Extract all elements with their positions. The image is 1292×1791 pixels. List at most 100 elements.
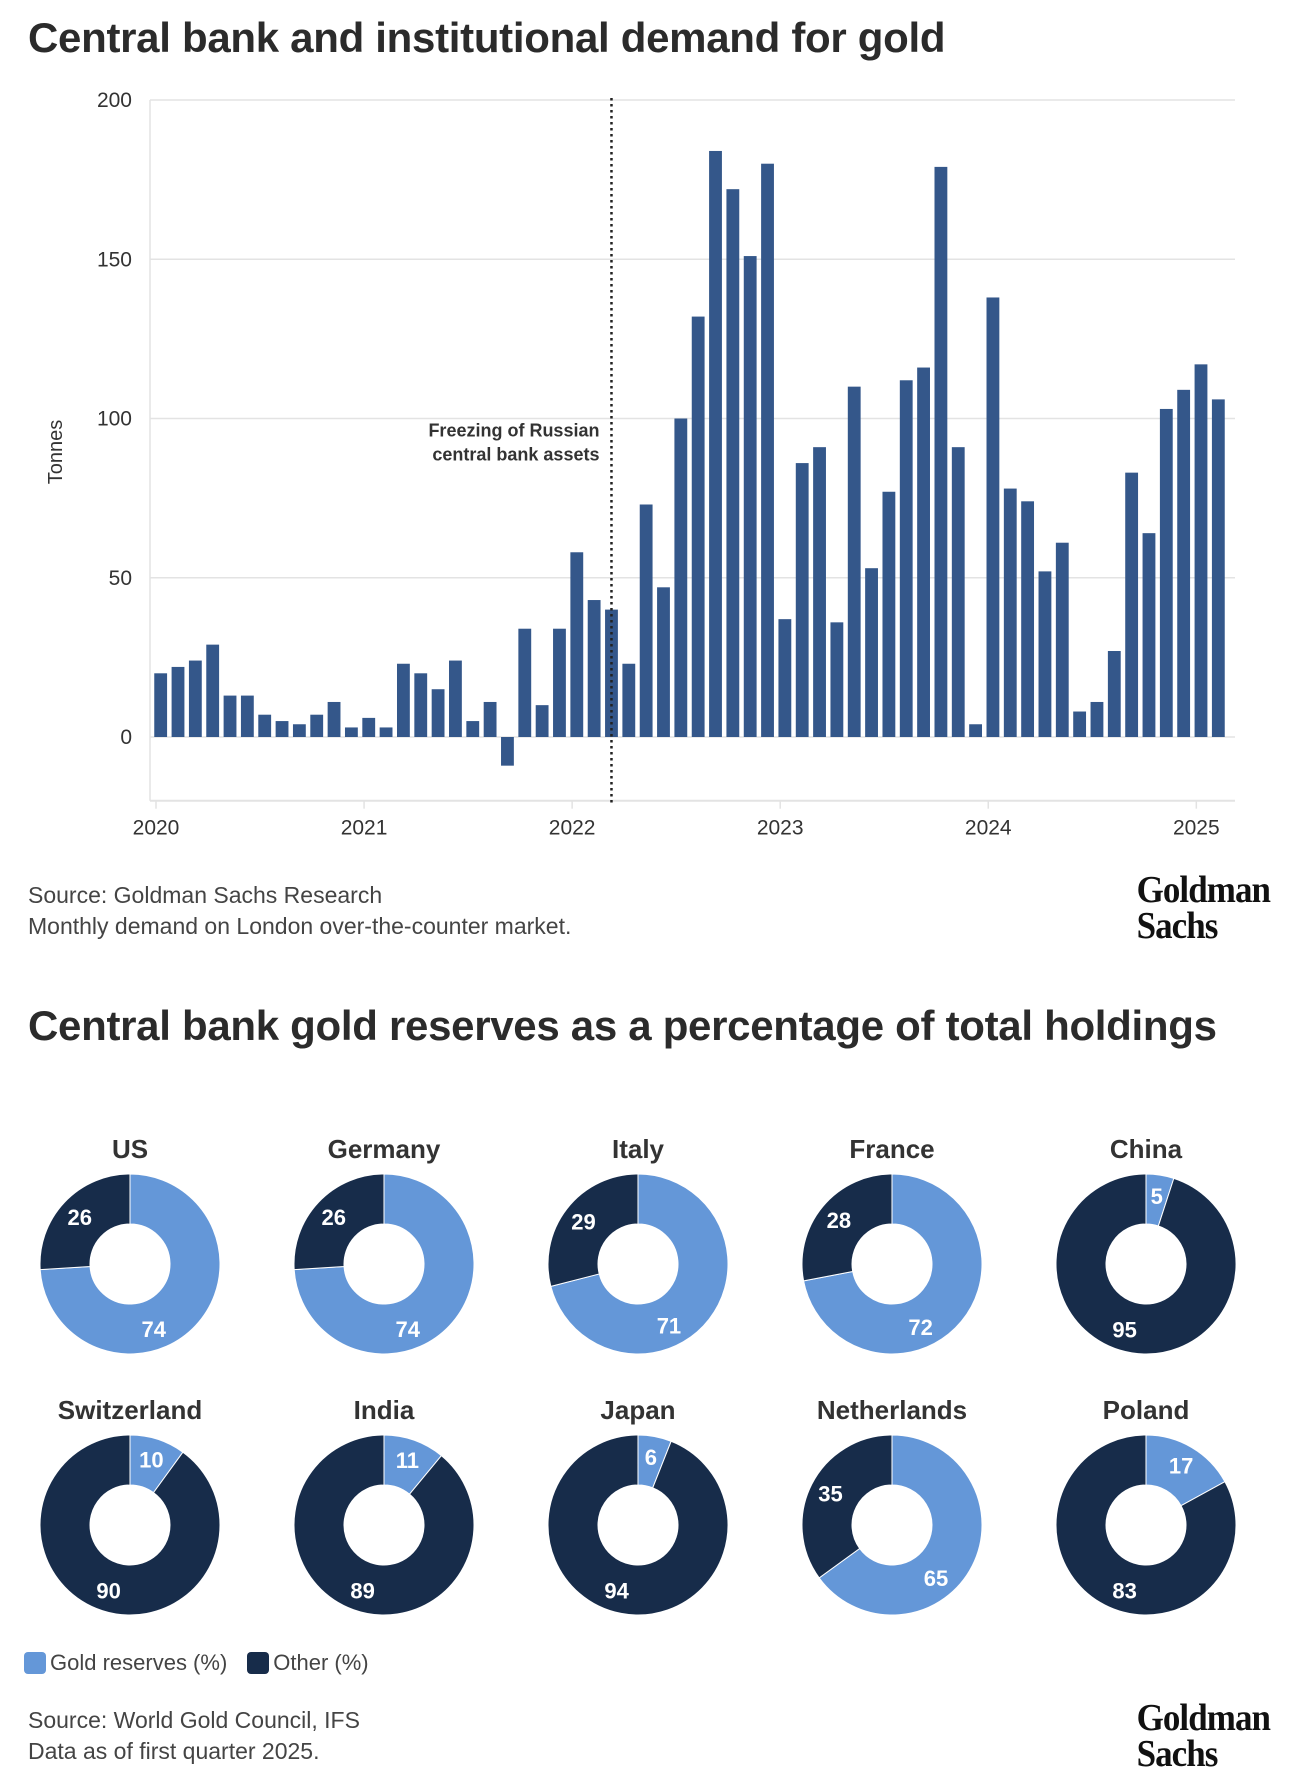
gold-value-label: 6 [645, 1445, 657, 1470]
legend-item-gold: Gold reserves (%) [24, 1650, 227, 1676]
x-tick-label: 2024 [965, 817, 1012, 840]
donut-japan: Japan 6 94 [528, 1393, 748, 1617]
slice-gold [39, 1173, 221, 1355]
slice-other [39, 1173, 131, 1271]
other-value-label: 95 [1112, 1318, 1136, 1343]
y-tick-label: 200 [97, 89, 132, 112]
bar [986, 297, 1000, 737]
x-tick-label: 2021 [341, 817, 388, 840]
bar [605, 609, 618, 737]
bar [1055, 542, 1069, 737]
country-label: Poland [1102, 1395, 1190, 1425]
bar [1159, 408, 1173, 737]
bar [1107, 651, 1121, 737]
other-value-label: 26 [67, 1205, 91, 1230]
x-tick-label: 2023 [757, 817, 804, 840]
y-tick-label: 100 [97, 408, 132, 431]
other-value-label: 28 [827, 1208, 851, 1233]
slice-gold [803, 1173, 983, 1355]
bar [275, 721, 289, 737]
donut-svg: 11 89 [293, 1434, 475, 1616]
bar [431, 689, 445, 737]
goldman-sachs-logo: Goldman Sachs [1136, 1699, 1271, 1775]
bar [449, 660, 462, 737]
bar [414, 673, 428, 737]
goldman-sachs-logo: Goldman Sachs [1137, 871, 1271, 945]
bar [622, 663, 636, 737]
other-value-label: 35 [818, 1482, 842, 1507]
bar [778, 619, 792, 737]
donut-svg: 72 28 [801, 1173, 983, 1355]
gold-value-label: 74 [142, 1317, 167, 1342]
bar [1177, 389, 1191, 737]
other-value-label: 94 [604, 1579, 629, 1604]
other-value-label: 89 [350, 1579, 374, 1604]
donut-poland: Poland 17 83 [1036, 1393, 1256, 1617]
legend-swatch-other [247, 1652, 270, 1674]
bar-chart-title: Central bank and institutional demand fo… [28, 14, 946, 61]
bar [327, 701, 341, 737]
y-axis-label: Tonnes [45, 420, 67, 485]
slice-other [801, 1434, 893, 1579]
source-line: Source: World Gold Council, IFS [28, 1707, 360, 1733]
other-value-label: 83 [1112, 1579, 1136, 1604]
other-value-label: 90 [96, 1579, 120, 1604]
bar [726, 189, 740, 737]
donut-us: US 74 26 [20, 1132, 240, 1356]
bar [1142, 533, 1156, 737]
donut-france: France 72 28 [782, 1132, 1002, 1356]
donut-switzerland: Switzerland 10 90 [20, 1393, 240, 1617]
bar [396, 663, 410, 737]
other-value-label: 26 [321, 1205, 345, 1230]
bar [240, 695, 254, 737]
donut-netherlands: Netherlands 65 35 [782, 1393, 1002, 1617]
bar [813, 447, 826, 737]
donut-germany: Germany 74 26 [274, 1132, 494, 1356]
country-label: France [849, 1134, 935, 1164]
x-tick-label: 2025 [1173, 817, 1220, 840]
annotation: Freezing of Russian central bank assets [428, 98, 613, 803]
bar [258, 714, 272, 737]
bar [709, 150, 722, 738]
country-label: Switzerland [57, 1395, 203, 1425]
legend-item-other: Other (%) [247, 1650, 369, 1676]
bar [188, 660, 202, 737]
donut-svg: 65 35 [801, 1434, 983, 1616]
slice-gold [293, 1173, 475, 1355]
legend-label-gold: Gold reserves (%) [50, 1650, 228, 1675]
slice-other [293, 1173, 385, 1271]
bar [1125, 472, 1139, 737]
annotation-text: Freezing of Russian [428, 421, 599, 441]
gold-value-label: 71 [657, 1314, 681, 1339]
bar [899, 380, 913, 737]
bar-chart: 0 50 100 150 200 Tonnes 2020 2021 2022 2023 2024… [45, 89, 1235, 840]
bar [1090, 701, 1104, 737]
bar-chart-source: Source: Goldman Sachs Research Monthly d… [28, 880, 571, 942]
bar [639, 504, 653, 737]
country-label: US [111, 1134, 149, 1164]
bar [518, 628, 532, 737]
donut-italy: Italy 71 29 [528, 1132, 748, 1356]
logo-line2: Sachs [1136, 1733, 1219, 1775]
bar [951, 447, 965, 737]
y-tick-label: 50 [109, 567, 132, 590]
bar [379, 727, 393, 737]
bar [865, 568, 878, 737]
slice-other [1055, 1434, 1237, 1616]
bar [1211, 399, 1225, 737]
bar [657, 587, 670, 737]
bar [882, 491, 896, 737]
bar [847, 386, 861, 737]
bar [344, 727, 358, 737]
bar [761, 163, 774, 737]
bar [691, 316, 705, 737]
slice-gold [818, 1434, 983, 1616]
y-axis-ticks: 0 50 100 150 200 [97, 89, 132, 749]
bar [206, 644, 220, 737]
bar [292, 724, 306, 737]
slice-gold [550, 1173, 729, 1355]
bar [223, 695, 237, 737]
y-tick-label: 0 [120, 726, 132, 749]
legend-swatch-gold [24, 1652, 46, 1674]
